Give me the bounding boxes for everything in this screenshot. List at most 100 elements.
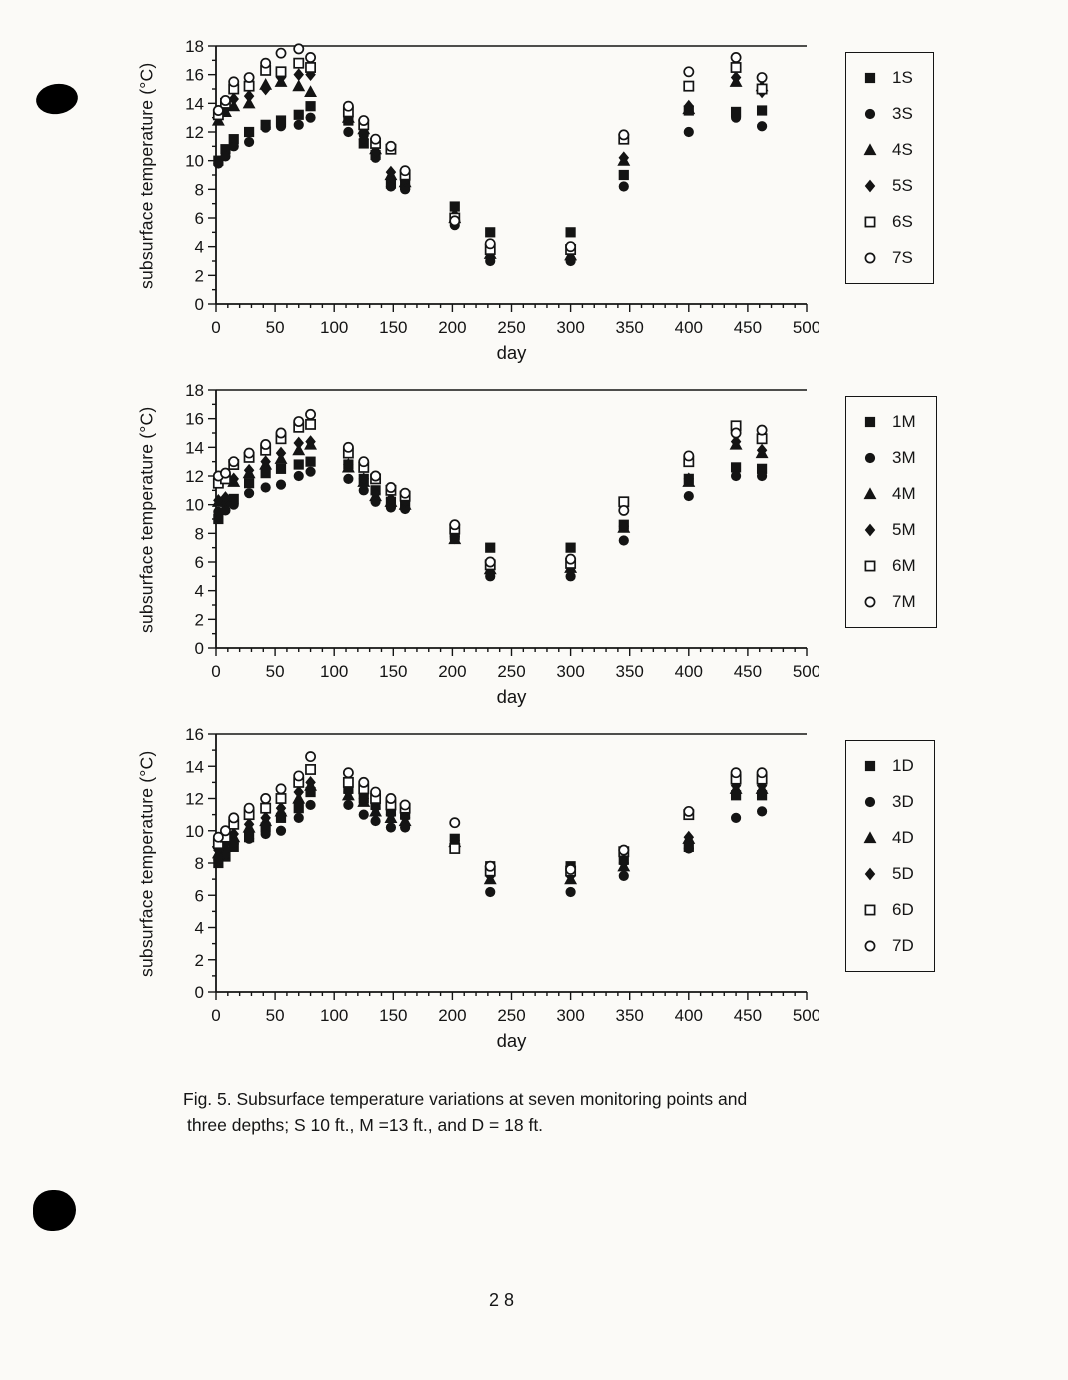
legend-label: 7D	[892, 936, 914, 955]
legend-label: 7S	[892, 248, 913, 267]
svg-text:50: 50	[266, 662, 285, 681]
svg-text:12: 12	[185, 467, 204, 486]
legend-item-1D: 1D	[861, 756, 914, 776]
scan-hole-punch-top	[34, 81, 80, 117]
svg-text:0: 0	[211, 318, 220, 337]
legend-label: 5S	[892, 176, 913, 195]
svg-text:500: 500	[793, 662, 819, 681]
legend-d: 1D 3D 4D 5D 6D 7D	[845, 740, 935, 972]
svg-text:50: 50	[266, 318, 285, 337]
svg-text:18: 18	[185, 381, 204, 400]
y-axis-label-d: subsurface temperature (°C)	[136, 750, 157, 978]
svg-text:6: 6	[195, 886, 204, 905]
svg-text:200: 200	[438, 1006, 466, 1025]
figure-5: subsurface temperature (°C) 0 2 4 6 8 10 12 14 1…	[130, 36, 937, 1054]
svg-text:300: 300	[556, 1006, 584, 1025]
svg-text:100: 100	[320, 662, 348, 681]
svg-text:4: 4	[195, 582, 204, 601]
filled-circle-icon	[864, 796, 876, 808]
caption-line-2: three depths; S 10 ft., M =13 ft., and D…	[187, 1115, 544, 1136]
legend-item-1M: 1M	[861, 412, 916, 432]
svg-text:16: 16	[185, 66, 204, 85]
svg-text:250: 250	[497, 662, 525, 681]
filled-diamond-icon	[864, 179, 876, 193]
open-circle-icon	[864, 252, 876, 264]
svg-text:2: 2	[195, 951, 204, 970]
svg-text:12: 12	[185, 790, 204, 809]
legend-label: 3S	[892, 104, 913, 123]
chart-depth-s: subsurface temperature (°C) 0 2 4 6 8 10 12 14 1…	[130, 36, 937, 366]
filled-triangle-icon	[863, 487, 877, 500]
svg-text:500: 500	[793, 1006, 819, 1025]
svg-text:0: 0	[195, 639, 204, 658]
chart-depth-d: subsurface temperature (°C) 0 2 4 6 8 10 12 14 1…	[130, 724, 937, 1054]
open-square-icon	[864, 560, 876, 572]
scan-hole-punch-bottom	[33, 1190, 76, 1231]
svg-text:6: 6	[195, 553, 204, 572]
chart-depth-m: subsurface temperature (°C) 0 2 4 6 8 10 12 14 1…	[130, 380, 937, 710]
legend-label: 1S	[892, 68, 913, 87]
y-axis-label-m: subsurface temperature (°C)	[136, 406, 157, 634]
svg-text:200: 200	[438, 662, 466, 681]
svg-text:100: 100	[320, 1006, 348, 1025]
svg-text:10: 10	[185, 822, 204, 841]
scatter-plot-d: 0 2 4 6 8 10 12 14 16 0 50 100 150 200 250 300 350 400 450…	[185, 725, 819, 1051]
svg-text:8: 8	[195, 854, 204, 873]
svg-text:16: 16	[185, 410, 204, 429]
filled-diamond-icon	[864, 523, 876, 537]
legend-item-4S: 4S	[861, 140, 913, 160]
legend-item-3S: 3S	[861, 104, 913, 124]
filled-circle-icon	[864, 108, 876, 120]
svg-text:0: 0	[195, 295, 204, 314]
svg-text:10: 10	[185, 496, 204, 515]
open-circle-icon	[864, 596, 876, 608]
y-axis-label-s: subsurface temperature (°C)	[136, 62, 157, 290]
filled-square-icon	[864, 760, 876, 772]
filled-circle-icon	[864, 452, 876, 464]
svg-text:200: 200	[438, 318, 466, 337]
caption-line-1: Fig. 5. Subsurface temperature variation…	[183, 1089, 748, 1109]
svg-text:4: 4	[195, 919, 204, 938]
svg-text:350: 350	[616, 662, 644, 681]
legend-label: 5M	[892, 520, 916, 539]
svg-text:400: 400	[675, 318, 703, 337]
svg-text:8: 8	[195, 524, 204, 543]
svg-text:day: day	[497, 342, 528, 363]
svg-text:400: 400	[675, 1006, 703, 1025]
svg-text:500: 500	[793, 318, 819, 337]
legend-item-7S: 7S	[861, 248, 913, 268]
legend-item-4M: 4M	[861, 484, 916, 504]
legend-label: 3D	[892, 792, 914, 811]
svg-text:day: day	[497, 686, 528, 707]
filled-square-icon	[864, 416, 876, 428]
legend-item-5M: 5M	[861, 520, 916, 540]
legend-m: 1M 3M 4M 5M 6M 7M	[845, 396, 937, 628]
legend-item-1S: 1S	[861, 68, 913, 88]
legend-label: 7M	[892, 592, 916, 611]
svg-text:150: 150	[379, 1006, 407, 1025]
svg-text:300: 300	[556, 318, 584, 337]
legend-item-6M: 6M	[861, 556, 916, 576]
svg-text:400: 400	[675, 662, 703, 681]
filled-diamond-icon	[864, 867, 876, 881]
open-square-icon	[864, 904, 876, 916]
legend-label: 6S	[892, 212, 913, 231]
legend-label: 4D	[892, 828, 914, 847]
svg-text:300: 300	[556, 662, 584, 681]
svg-text:0: 0	[211, 1006, 220, 1025]
legend-label: 5D	[892, 864, 914, 883]
svg-text:8: 8	[195, 180, 204, 199]
svg-text:50: 50	[266, 1006, 285, 1025]
legend-label: 1D	[892, 756, 914, 775]
open-circle-icon	[864, 940, 876, 952]
svg-text:day: day	[497, 1030, 528, 1051]
legend-item-7M: 7M	[861, 592, 916, 612]
legend-s: 1S 3S 4S 5S 6S 7S	[845, 52, 934, 284]
svg-text:10: 10	[185, 152, 204, 171]
svg-text:18: 18	[185, 37, 204, 56]
svg-text:14: 14	[185, 438, 204, 457]
legend-item-7D: 7D	[861, 936, 914, 956]
svg-text:150: 150	[379, 662, 407, 681]
svg-text:350: 350	[616, 1006, 644, 1025]
svg-text:6: 6	[195, 209, 204, 228]
